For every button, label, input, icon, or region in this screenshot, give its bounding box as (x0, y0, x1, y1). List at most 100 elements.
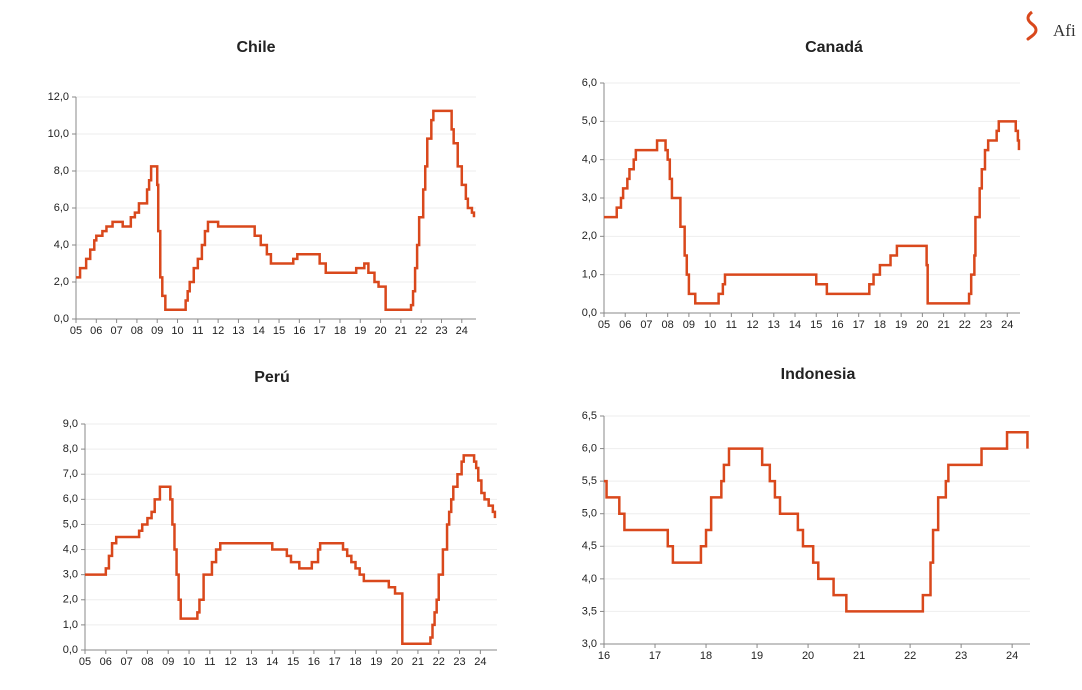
chart-panel: Perú 0,0 1,0 2,0 3,0 4,0 5,0 6,0 7,0 8,0 9,0 05 06 07… (63, 369, 497, 668)
y-tick-label: 0,0 (63, 644, 78, 656)
x-tick-label: 16 (293, 325, 305, 337)
x-tick-label: 12 (212, 325, 224, 337)
logo-icon (1026, 10, 1038, 41)
x-tick-label: 14 (253, 325, 265, 337)
rate-line (76, 109, 476, 311)
x-tick-label: 22 (415, 325, 427, 337)
x-tick-label: 21 (412, 656, 424, 668)
chart-title: Canadá (805, 39, 863, 56)
chart-title: Indonesia (781, 366, 856, 383)
y-tick-label: 2,0 (63, 594, 78, 606)
x-tick-label: 19 (370, 656, 382, 668)
y-tick-label: 1,0 (63, 619, 78, 631)
y-tick-label: 5,0 (582, 508, 597, 520)
x-tick-label: 22 (904, 650, 916, 662)
x-tick-label: 11 (204, 656, 215, 668)
x-tick-label: 24 (456, 325, 468, 337)
y-tick-label: 3,0 (582, 638, 597, 650)
x-tick-label: 13 (768, 319, 780, 331)
y-tick-label: 3,0 (582, 192, 597, 204)
x-tick-label: 17 (314, 325, 326, 337)
y-tick-label: 4,0 (582, 573, 597, 585)
x-tick-label: 17 (649, 650, 661, 662)
x-tick-label: 10 (171, 325, 183, 337)
x-tick-label: 08 (141, 656, 153, 668)
x-tick-label: 12 (746, 319, 758, 331)
y-tick-label: 6,0 (582, 77, 597, 89)
x-tick-label: 09 (683, 319, 695, 331)
x-tick-label: 11 (726, 319, 737, 331)
x-tick-label: 05 (79, 656, 91, 668)
x-tick-label: 07 (110, 325, 122, 337)
x-tick-label: 06 (619, 319, 631, 331)
y-tick-label: 0,0 (582, 307, 597, 319)
x-tick-label: 09 (151, 325, 163, 337)
logo-text: Afi (1053, 21, 1076, 40)
y-tick-label: 5,0 (582, 115, 597, 127)
y-tick-label: 6,0 (582, 442, 597, 454)
x-tick-label: 18 (349, 656, 361, 668)
y-tick-label: 9,0 (63, 418, 78, 430)
x-tick-label: 22 (433, 656, 445, 668)
x-tick-label: 22 (959, 319, 971, 331)
x-tick-label: 21 (853, 650, 865, 662)
x-tick-label: 14 (789, 319, 801, 331)
x-tick-label: 18 (700, 650, 712, 662)
y-tick-label: 3,5 (582, 605, 597, 617)
x-tick-label: 10 (183, 656, 195, 668)
y-tick-label: 2,0 (54, 276, 69, 288)
x-tick-label: 19 (751, 650, 763, 662)
x-tick-label: 13 (232, 325, 244, 337)
chart-panel: Canadá 0,0 1,0 2,0 3,0 4,0 5,0 6,0 05 06 07 08 09 10 1… (582, 39, 1021, 331)
y-tick-label: 0,0 (54, 313, 69, 325)
x-tick-label: 15 (287, 656, 299, 668)
x-tick-label: 16 (831, 319, 843, 331)
x-tick-label: 24 (1006, 650, 1018, 662)
y-tick-label: 4,0 (54, 239, 69, 251)
x-tick-label: 17 (853, 319, 865, 331)
x-tick-label: 06 (100, 656, 112, 668)
y-tick-label: 6,0 (54, 202, 69, 214)
x-tick-label: 08 (662, 319, 674, 331)
y-tick-label: 2,0 (582, 230, 597, 242)
rate-line (604, 431, 1029, 613)
x-tick-label: 20 (802, 650, 814, 662)
x-tick-label: 24 (474, 656, 486, 668)
x-tick-label: 07 (120, 656, 132, 668)
x-tick-label: 23 (955, 650, 967, 662)
x-tick-label: 17 (329, 656, 341, 668)
y-tick-label: 3,0 (63, 569, 78, 581)
chart-title: Chile (236, 39, 275, 56)
x-tick-label: 15 (810, 319, 822, 331)
x-tick-label: 20 (374, 325, 386, 337)
x-tick-label: 24 (1001, 319, 1013, 331)
x-tick-label: 23 (435, 325, 447, 337)
x-tick-label: 21 (395, 325, 407, 337)
rate-line (604, 120, 1021, 305)
x-tick-label: 23 (980, 319, 992, 331)
chart-panel: Indonesia 3,0 3,5 4,0 4,5 5,0 5,5 6,0 6,5 16 17 18 1… (582, 366, 1030, 662)
y-tick-label: 6,5 (582, 410, 597, 422)
y-tick-label: 5,5 (582, 475, 597, 487)
y-tick-label: 12,0 (48, 91, 69, 103)
y-tick-label: 4,5 (582, 540, 597, 552)
x-tick-label: 16 (598, 650, 610, 662)
y-tick-label: 8,0 (63, 443, 78, 455)
x-tick-label: 08 (131, 325, 143, 337)
y-tick-label: 7,0 (63, 468, 78, 480)
x-tick-label: 23 (453, 656, 465, 668)
x-tick-label: 20 (916, 319, 928, 331)
y-tick-label: 4,0 (63, 543, 78, 555)
y-tick-label: 8,0 (54, 165, 69, 177)
x-tick-label: 18 (874, 319, 886, 331)
chart-panel: Chile 0,0 2,0 4,0 6,0 8,0 10,0 12,0 05 06 07 08 09 10… (48, 39, 476, 337)
x-tick-label: 05 (598, 319, 610, 331)
rate-line (85, 454, 497, 645)
x-tick-label: 21 (937, 319, 949, 331)
x-tick-label: 11 (192, 325, 203, 337)
y-tick-label: 5,0 (63, 518, 78, 530)
x-tick-label: 09 (162, 656, 174, 668)
x-tick-label: 15 (273, 325, 285, 337)
x-tick-label: 10 (704, 319, 716, 331)
